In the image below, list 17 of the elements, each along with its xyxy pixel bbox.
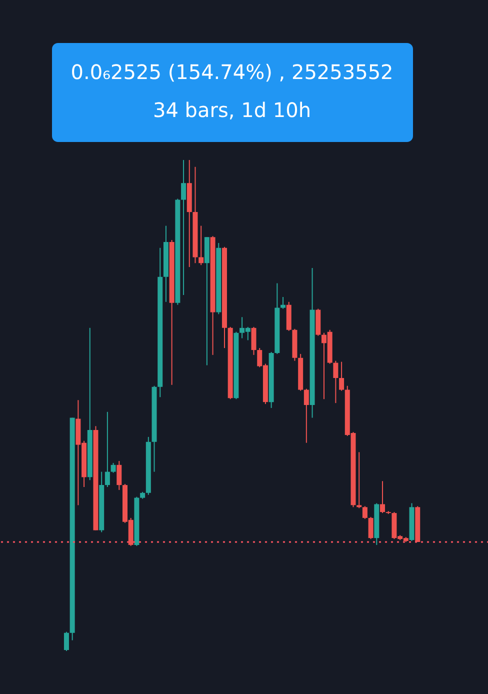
candlestick [356,452,362,509]
candlestick [368,516,374,540]
candlestick [280,296,286,310]
candlestick [333,360,338,404]
candlestick [110,462,116,474]
candlestick [198,225,204,266]
candlestick [64,631,69,652]
candlestick [116,460,122,490]
text: 0.0₆2525 (154.74%) , 25253552 [70,60,394,84]
candlestick [362,506,368,520]
candlestick [181,160,186,296]
candlestick [104,411,110,488]
candlestick [251,326,256,356]
text: 34 bars, 1d 10h [152,98,312,122]
candlestick [339,361,344,392]
candlestick [380,480,386,514]
candlestick [304,388,309,444]
